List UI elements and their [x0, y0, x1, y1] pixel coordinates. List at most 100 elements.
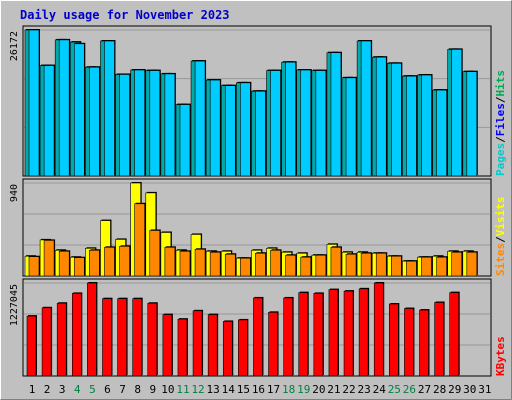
bar — [222, 320, 234, 377]
bar — [421, 256, 433, 277]
x-tick-label: 11 — [176, 383, 189, 396]
x-tick-label: 8 — [134, 383, 141, 396]
bar — [285, 254, 297, 277]
bar — [391, 62, 403, 177]
bar — [375, 56, 388, 177]
bar — [268, 311, 279, 377]
bar — [149, 229, 161, 277]
bar — [406, 75, 418, 177]
bar — [360, 40, 373, 177]
bar — [315, 254, 327, 277]
bar-fill — [56, 302, 67, 377]
series-visits-1 — [28, 202, 478, 277]
bar — [56, 302, 68, 377]
bar — [434, 301, 445, 377]
bar-fill — [58, 250, 70, 277]
panel-legend: KBytes — [494, 336, 507, 376]
legend-separator: / — [494, 96, 507, 103]
legend-label: KBytes — [494, 336, 507, 376]
bar-fill — [240, 82, 251, 177]
series-kbytes-0 — [26, 282, 460, 377]
bar-fill — [466, 251, 478, 277]
x-tick-label: 30 — [463, 383, 476, 396]
panel-kbytes: 1227045 KBytes — [9, 278, 507, 377]
bar — [207, 313, 219, 377]
bar — [194, 248, 207, 277]
bar-fill — [240, 257, 251, 277]
bar — [89, 249, 101, 277]
bar-fill — [270, 70, 281, 177]
bar-fill — [58, 39, 70, 177]
bar — [224, 253, 237, 277]
bar — [343, 290, 355, 377]
bar — [358, 287, 370, 377]
bar-fill — [89, 66, 100, 177]
bar-fill — [270, 249, 281, 277]
bar-fill — [41, 307, 52, 377]
bar-fill — [315, 70, 327, 177]
x-tick-label: 21 — [327, 383, 340, 396]
x-tick-label: 4 — [74, 383, 81, 396]
bar — [373, 282, 385, 377]
bar — [345, 253, 358, 277]
bar-fill — [119, 74, 130, 177]
bar-fill — [209, 79, 221, 177]
bar — [117, 297, 128, 377]
y-max-tick-label: 940 — [9, 184, 20, 202]
bar — [179, 250, 191, 277]
bar-fill — [285, 254, 296, 277]
bar-fill — [451, 251, 463, 277]
bar — [328, 288, 339, 377]
bar-fill — [149, 230, 161, 277]
bar — [58, 250, 71, 277]
legend-separator: / — [494, 236, 507, 243]
bar — [270, 69, 282, 177]
bar-fill — [436, 256, 447, 277]
bar — [238, 318, 249, 377]
x-tick-label: 14 — [222, 383, 236, 396]
x-tick-label: 22 — [342, 383, 355, 396]
bar — [87, 282, 98, 377]
bar — [466, 251, 478, 277]
bar-fill — [389, 303, 399, 377]
x-tick-label: 9 — [149, 383, 156, 396]
bar-fill — [224, 253, 236, 277]
bar-fill — [209, 251, 221, 277]
bar — [375, 252, 388, 277]
bar — [41, 306, 53, 377]
bar — [177, 318, 188, 377]
bar-fill — [149, 70, 161, 177]
bar — [43, 239, 56, 277]
x-tick-label: 12 — [191, 383, 204, 396]
x-tick-label: 20 — [312, 383, 325, 396]
bar-fill — [224, 85, 236, 177]
bar — [313, 292, 324, 377]
x-tick-label: 13 — [207, 383, 220, 396]
bar-fill — [179, 104, 191, 177]
x-tick-label: 28 — [433, 383, 446, 396]
bar — [132, 297, 143, 377]
bar — [28, 255, 40, 277]
bar — [71, 292, 83, 377]
x-tick-label: 1 — [29, 383, 36, 396]
bar — [89, 66, 101, 177]
bar-fill — [328, 289, 339, 377]
bar-fill — [164, 247, 176, 277]
panel-legend: Pages/Files/Hits — [494, 70, 507, 176]
panel-visits: 940 Sites/Visits — [9, 178, 507, 277]
chart-panels: 26172Pages/Files/Hits940Sites/Visits1227… — [9, 25, 507, 377]
x-tick-label: 16 — [252, 383, 265, 396]
bar-fill — [360, 252, 372, 277]
bar-fill — [285, 61, 296, 177]
legend-label: Sites — [494, 243, 507, 276]
bar-fill — [177, 318, 188, 377]
legend-separator: / — [494, 136, 507, 143]
bar-fill — [207, 314, 218, 377]
legend-label: Hits — [494, 70, 507, 97]
bar — [194, 60, 207, 177]
bar — [134, 202, 146, 277]
bar — [298, 291, 309, 377]
bar-fill — [89, 249, 100, 277]
bar-fill — [43, 240, 55, 277]
bar — [28, 29, 40, 177]
